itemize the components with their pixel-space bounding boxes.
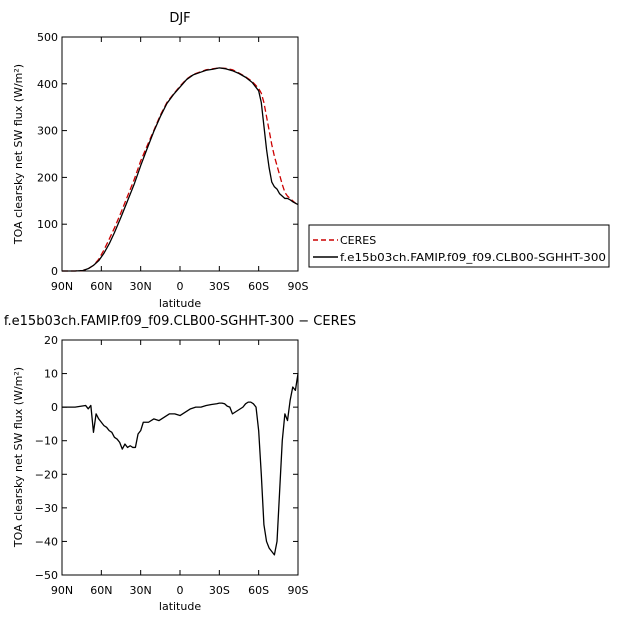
top-y-tick-label: 500	[37, 31, 58, 44]
legend: CERES f.e15b03ch.FAMIP.f09_f09.CLB00-SGH…	[308, 224, 610, 268]
bottom-y-tick-label: 0	[51, 401, 58, 414]
bottom-series-line-0	[62, 373, 299, 556]
bottom-x-tick-label: 30N	[130, 584, 152, 597]
top-x-axis-label: latitude	[159, 297, 201, 310]
bottom-panel-title: f.e15b03ch.FAMIP.f09_f09.CLB00-SGHHT-300…	[4, 314, 356, 329]
legend-box	[308, 224, 610, 268]
top-x-tick-label: 90N	[51, 280, 73, 293]
legend-label-model: f.e15b03ch.FAMIP.f09_f09.CLB00-SGHHT-300	[340, 251, 606, 264]
bottom-y-tick-label: −40	[35, 535, 58, 548]
bottom-panel: f.e15b03ch.FAMIP.f09_f09.CLB00-SGHHT-300…	[4, 314, 356, 613]
bottom-x-tick-label: 60S	[248, 584, 269, 597]
bottom-y-tick-label: −30	[35, 502, 58, 515]
bottom-x-tick-label: 60N	[90, 584, 112, 597]
top-panel-title: DJF	[169, 11, 190, 26]
bottom-y-tick-label: −10	[35, 435, 58, 448]
top-y-tick-label: 400	[37, 78, 58, 91]
top-y-axis-label: TOA clearsky net SW flux (W/m²)	[12, 64, 25, 245]
top-x-tick-label: 30N	[130, 280, 152, 293]
bottom-y-tick-label: 20	[44, 334, 58, 347]
top-plot-lines	[62, 67, 299, 272]
top-panel: DJF 90N 60N 30N 0 30S 60S 90S0100200300400500 …	[12, 11, 309, 310]
top-x-tick-label: 60S	[248, 280, 269, 293]
top-series-line-1	[62, 67, 299, 272]
top-x-tick-label: 30S	[209, 280, 230, 293]
legend-label-ceres: CERES	[340, 234, 376, 247]
top-y-tick-label: 200	[37, 171, 58, 184]
bottom-axis-ticks: 90N 60N 30N 0 30S 60S 90S −50 −40 −30 −20 −10 0 10 20	[35, 334, 309, 597]
bottom-x-tick-label: 0	[177, 584, 184, 597]
top-x-tick-label: 0	[177, 280, 184, 293]
bottom-plot-frame	[61, 339, 299, 576]
bottom-y-tick-label: −50	[35, 569, 58, 582]
bottom-y-axis-label: TOA clearsky net SW flux (W/m²)	[12, 367, 25, 548]
top-x-tick-label: 90S	[288, 280, 309, 293]
bottom-y-tick-label: 10	[44, 368, 58, 381]
top-y-tick-label: 100	[37, 218, 58, 231]
bottom-x-tick-label: 90N	[51, 584, 73, 597]
top-y-tick-label: 0	[51, 265, 58, 278]
bottom-x-tick-label: 30S	[209, 584, 230, 597]
top-axis-ticks: 90N 60N 30N 0 30S 60S 90S 0 100 200 300 400 500	[37, 31, 309, 293]
bottom-x-axis-label: latitude	[159, 600, 201, 613]
top-plot-frame	[61, 36, 299, 272]
top-y-tick-label: 300	[37, 125, 58, 138]
top-series-line-0	[62, 67, 299, 272]
top-x-tick-label: 60N	[90, 280, 112, 293]
bottom-x-tick-label: 90S	[288, 584, 309, 597]
bottom-y-tick-label: −20	[35, 468, 58, 481]
bottom-plot-lines	[62, 373, 299, 556]
